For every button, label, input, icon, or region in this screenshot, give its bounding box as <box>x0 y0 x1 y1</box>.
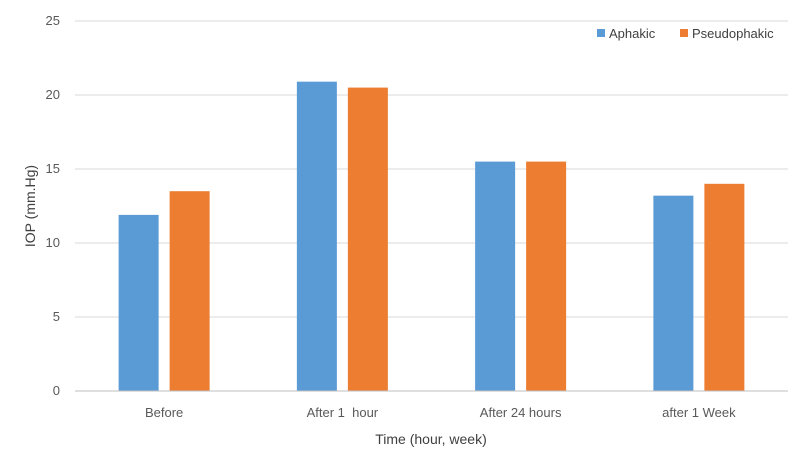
bar-pseudophakic-1 <box>347 87 388 391</box>
legend-label-aphakic: Aphakic <box>609 26 656 41</box>
legend-swatch-aphakic <box>597 29 605 37</box>
y-tick-label: 10 <box>46 235 60 250</box>
bar-aphakic-0 <box>118 214 159 391</box>
y-tick-label: 0 <box>53 383 60 398</box>
bar-pseudophakic-2 <box>526 161 567 391</box>
bar-aphakic-3 <box>653 195 694 391</box>
x-tick-label: After 24 hours <box>480 405 562 420</box>
x-tick-label: After 1 hour <box>307 405 379 420</box>
bar-pseudophakic-3 <box>704 183 745 391</box>
y-tick-label: 25 <box>46 13 60 28</box>
bar-aphakic-2 <box>475 161 516 391</box>
y-tick-label: 20 <box>46 87 60 102</box>
bar-pseudophakic-0 <box>169 191 210 391</box>
x-tick-label: after 1 Week <box>662 405 736 420</box>
bar-aphakic-1 <box>296 81 337 392</box>
x-axis-title: Time (hour, week) <box>375 431 487 447</box>
bars <box>118 81 745 392</box>
y-tick-label: 15 <box>46 161 60 176</box>
y-axis-title: IOP (mm.Hg) <box>22 165 38 247</box>
y-tick-labels: 0 5 10 15 20 25 <box>46 13 60 398</box>
legend: Aphakic Pseudophakic <box>597 26 774 41</box>
x-tick-label: Before <box>145 405 183 420</box>
x-tick-labels: Before After 1 hour After 24 hours after 1 … <box>145 405 736 420</box>
y-tick-label: 5 <box>53 309 60 324</box>
legend-swatch-pseudophakic <box>680 29 688 37</box>
legend-label-pseudophakic: Pseudophakic <box>692 26 774 41</box>
